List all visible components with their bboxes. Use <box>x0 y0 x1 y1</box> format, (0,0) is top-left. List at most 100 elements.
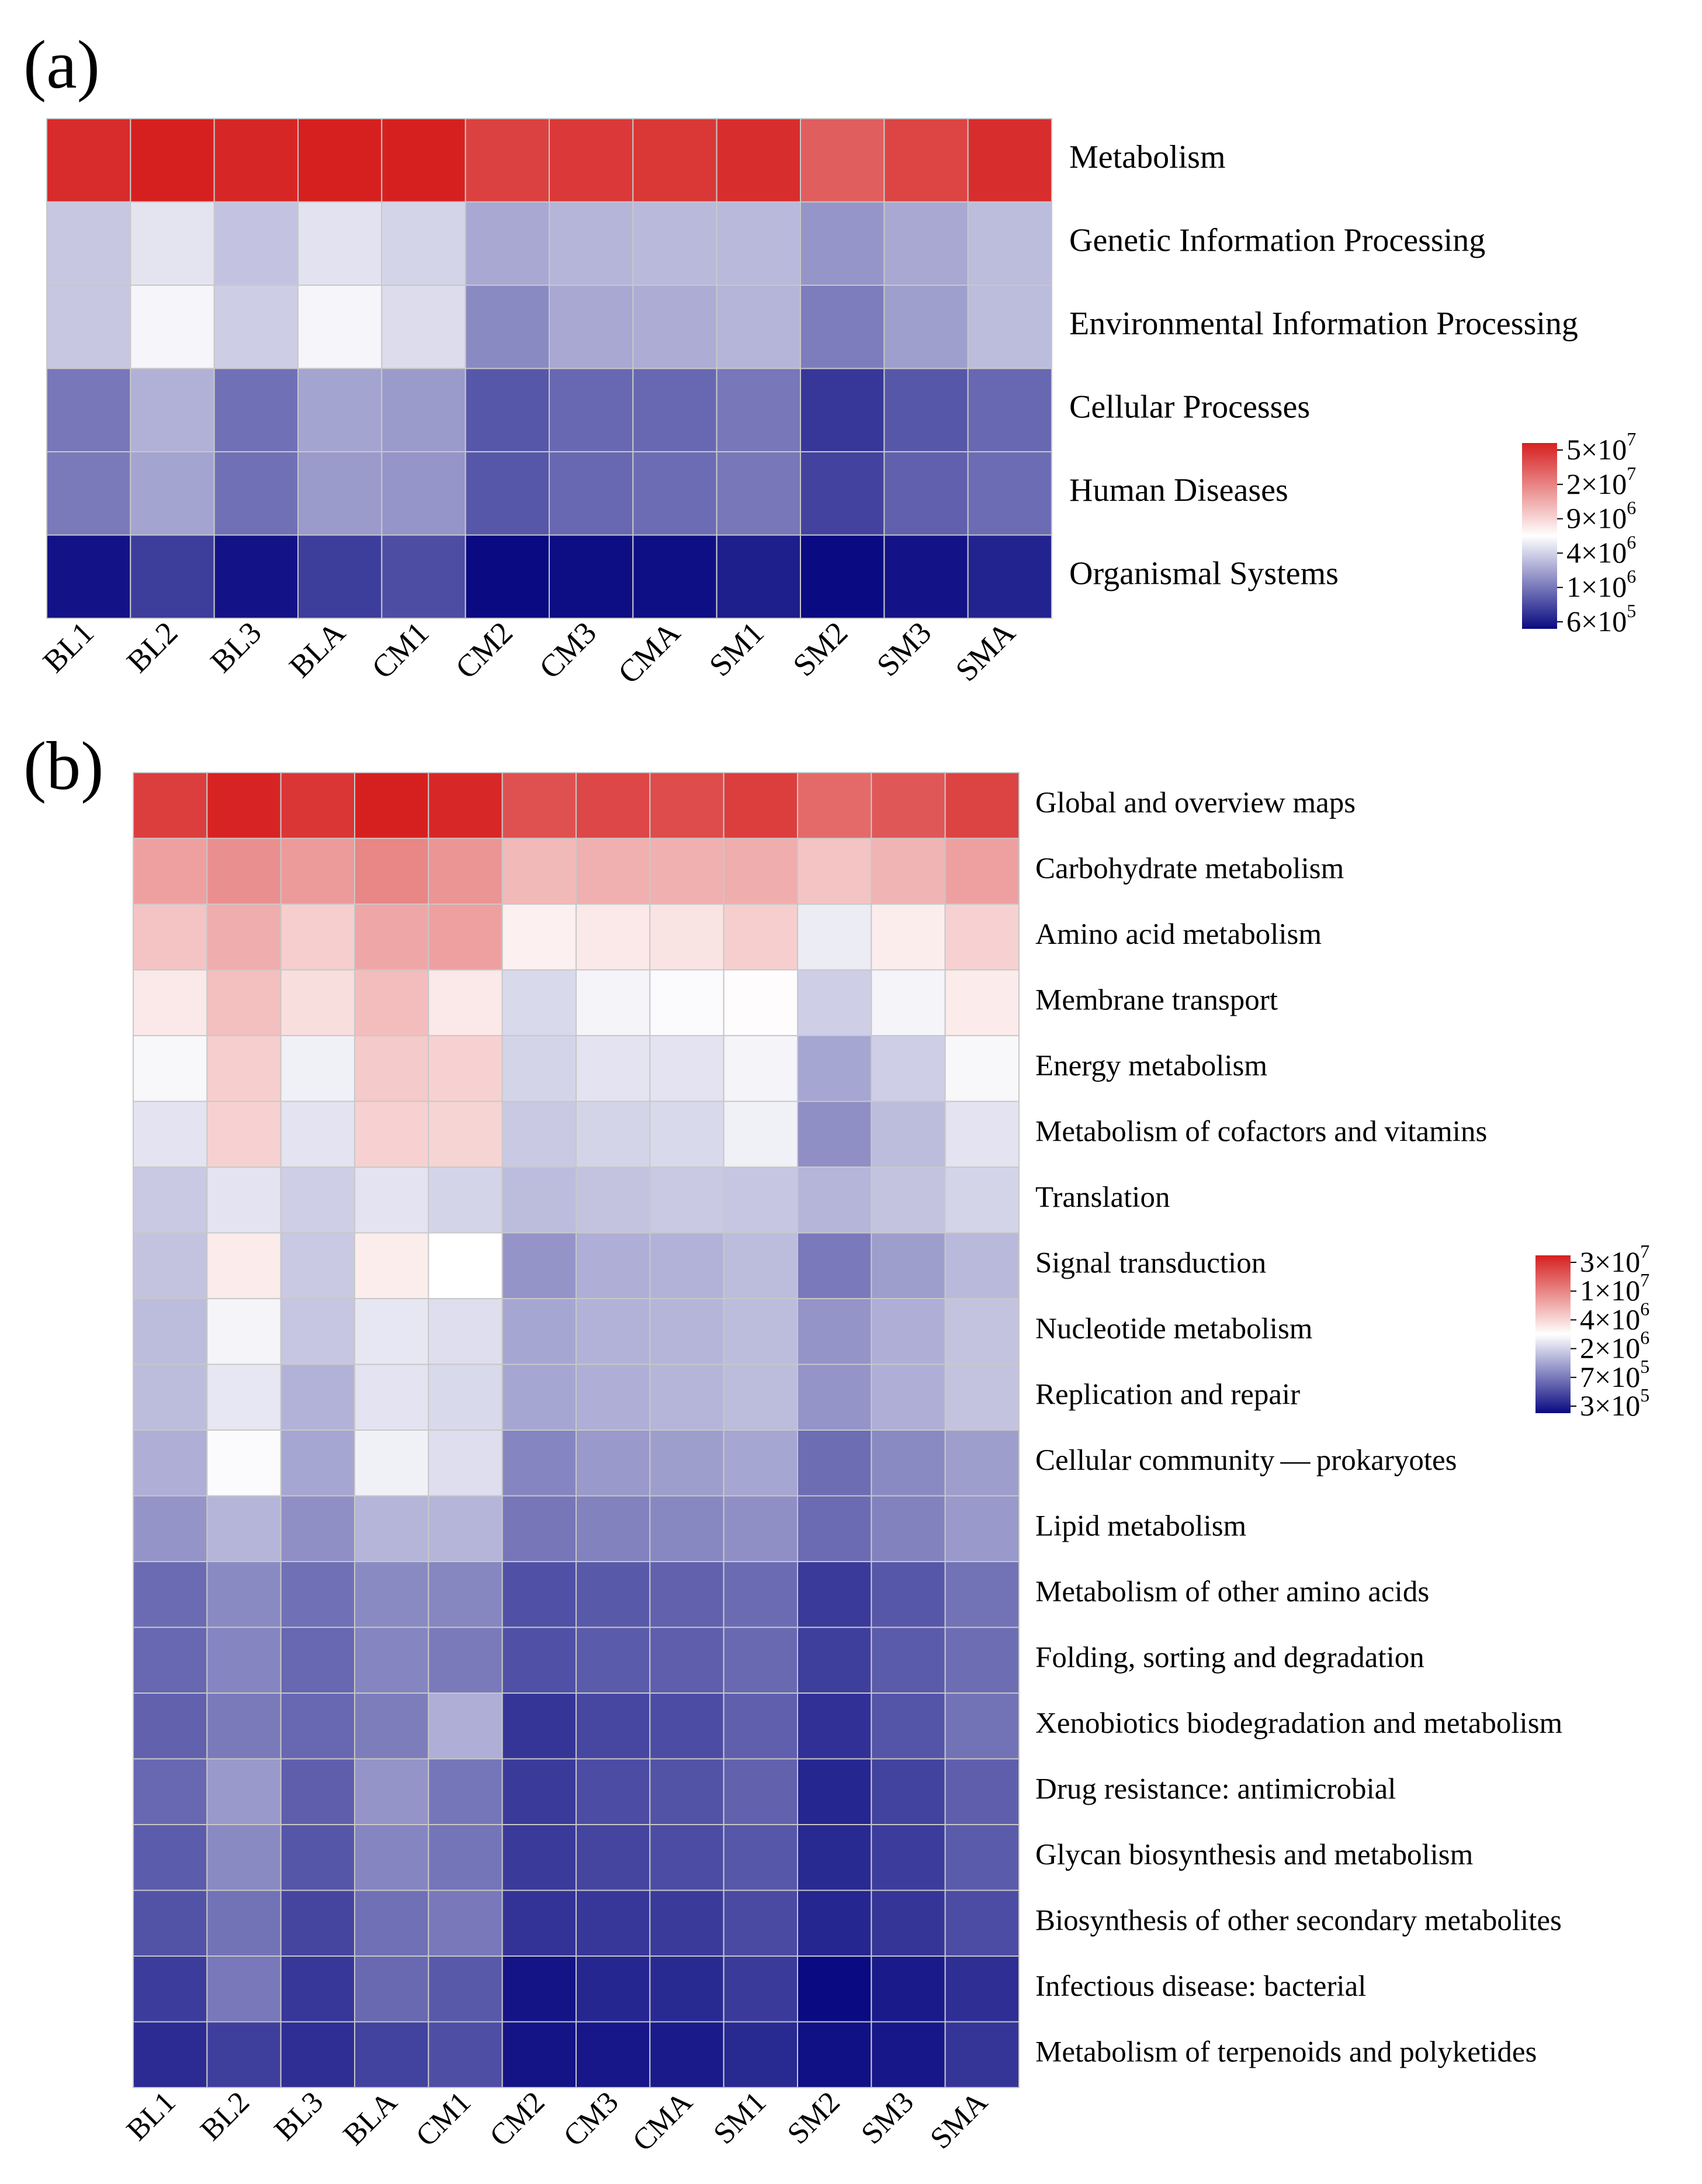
heatmap-cell <box>871 1363 946 1431</box>
row-label: Environmental Information Processing <box>1069 306 1578 342</box>
heatmap-cell <box>723 904 799 971</box>
column-label: BL1 <box>120 2085 182 2147</box>
heatmap-cell <box>944 1495 1020 1562</box>
column-label: SM1 <box>702 615 771 683</box>
heatmap-cell <box>428 1232 503 1299</box>
heatmap-cell <box>723 969 799 1036</box>
column-label: BL3 <box>268 2085 330 2147</box>
heatmap-cell <box>46 118 131 203</box>
heatmap-cell <box>716 368 802 452</box>
heatmap-cell <box>649 1955 725 2023</box>
heatmap-cell <box>46 534 131 619</box>
heatmap-cell <box>501 1100 577 1168</box>
row-label: Energy metabolism <box>1035 1050 1267 1082</box>
heatmap-cell <box>871 1955 946 2023</box>
column-label: CMA <box>611 615 687 690</box>
heatmap-cell <box>280 1035 356 1102</box>
heatmap-cell <box>576 1430 651 1497</box>
heatmap-cell <box>576 1758 651 1825</box>
column-label: CM1 <box>365 615 436 686</box>
row-label: Metabolism of cofactors and vitamins <box>1035 1115 1487 1148</box>
heatmap-cell <box>797 904 872 971</box>
heatmap-cell <box>133 1298 208 1365</box>
heatmap-cell <box>354 1561 429 1628</box>
heatmap-cell <box>944 1298 1020 1365</box>
heatmap-cell <box>649 1626 725 1694</box>
heatmap-cell <box>501 837 577 905</box>
heatmap-cell <box>297 534 383 619</box>
column-label: SM2 <box>781 2085 847 2151</box>
heatmap-cell <box>280 969 356 1036</box>
heatmap-cell <box>797 1430 872 1497</box>
row-label: Genetic Information Processing <box>1069 223 1485 259</box>
heatmap-cell <box>428 1561 503 1628</box>
row-label: Cellular Processes <box>1069 389 1310 425</box>
heatmap-cell <box>381 534 466 619</box>
heatmap-cell <box>944 772 1020 839</box>
heatmap-cell <box>549 451 634 536</box>
heatmap-b-row-labels: Global and overview maps Carbohydrate met… <box>1035 787 1562 2069</box>
row-label: Organismal Systems <box>1069 556 1339 592</box>
row-label: Global and overview maps <box>1035 787 1356 819</box>
heatmap-cell <box>130 534 215 619</box>
heatmap-cell <box>428 1100 503 1168</box>
heatmap-cell <box>501 1824 577 1891</box>
heatmap-cell <box>576 1298 651 1365</box>
heatmap-cell <box>133 969 208 1036</box>
heatmap-a-cells <box>46 118 1053 619</box>
heatmap-cell <box>297 285 383 369</box>
heatmap-cell <box>723 1232 799 1299</box>
heatmap-cell <box>800 368 885 452</box>
heatmap-cell <box>944 1167 1020 1234</box>
heatmap-cell <box>797 1232 872 1299</box>
heatmap-cell <box>354 1955 429 2023</box>
heatmap-cell <box>280 1232 356 1299</box>
heatmap-cell <box>723 1363 799 1431</box>
heatmap-cell <box>133 1035 208 1102</box>
column-label: SM3 <box>855 2085 920 2151</box>
heatmap-cell <box>501 1363 577 1431</box>
heatmap-cell <box>723 772 799 839</box>
legend-label: 1×106 <box>1566 566 1636 603</box>
heatmap-cell <box>133 1561 208 1628</box>
heatmap-cell <box>280 1430 356 1497</box>
heatmap-cell <box>133 1889 208 1957</box>
heatmap-cell <box>632 534 717 619</box>
heatmap-cell <box>871 1298 946 1365</box>
heatmap-cell <box>944 1035 1020 1102</box>
heatmap-cell <box>723 1035 799 1102</box>
heatmap-cell <box>576 1232 651 1299</box>
heatmap-cell <box>206 837 282 905</box>
heatmap-cell <box>944 1626 1020 1694</box>
heatmap-cell <box>716 118 802 203</box>
heatmap-cell <box>280 1561 356 1628</box>
column-label: BLA <box>282 615 352 684</box>
heatmap-cell <box>797 1955 872 2023</box>
panel-a-label: (a) <box>23 26 100 103</box>
row-label: Nucleotide metabolism <box>1035 1313 1312 1345</box>
heatmap-cell <box>501 1955 577 2023</box>
row-label: Human Diseases <box>1069 472 1288 508</box>
row-label: Folding, sorting and degradation <box>1035 1641 1424 1674</box>
column-label: CM3 <box>557 2085 625 2153</box>
heatmap-cell <box>133 1430 208 1497</box>
column-label: CMA <box>626 2085 699 2158</box>
heatmap-cell <box>576 837 651 905</box>
heatmap-cell <box>632 451 717 536</box>
heatmap-cell <box>944 1889 1020 1957</box>
heatmap-cell <box>206 904 282 971</box>
heatmap-cell <box>133 772 208 839</box>
heatmap-cell <box>354 1692 429 1760</box>
column-label: SM3 <box>870 615 938 683</box>
heatmap-cell <box>206 1363 282 1431</box>
heatmap-cell <box>944 837 1020 905</box>
heatmap-cell <box>133 1824 208 1891</box>
legend-label: 3×107 <box>1580 1241 1649 1278</box>
heatmap-cell <box>649 2021 725 2088</box>
heatmap-cell <box>133 1692 208 1760</box>
heatmap-cell <box>871 1758 946 1825</box>
heatmap-cell <box>130 118 215 203</box>
panel-b-label: (b) <box>23 728 104 804</box>
heatmap-cell <box>280 1100 356 1168</box>
